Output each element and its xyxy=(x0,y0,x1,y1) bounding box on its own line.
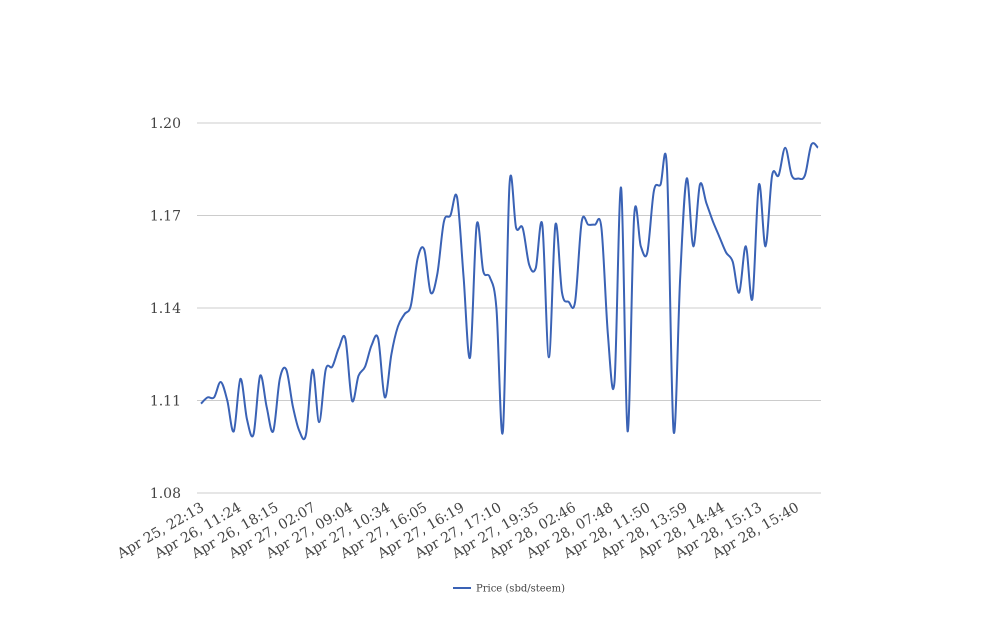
y-tick-label: 1.11 xyxy=(150,394,181,410)
legend-label: Price (sbd/steem) xyxy=(476,584,565,595)
y-tick-label: 1.08 xyxy=(150,486,181,502)
y-tick-label: 1.20 xyxy=(150,116,181,132)
y-tick-label: 1.17 xyxy=(150,209,181,225)
y-tick-label: 1.14 xyxy=(150,301,181,317)
series-line xyxy=(200,142,819,441)
